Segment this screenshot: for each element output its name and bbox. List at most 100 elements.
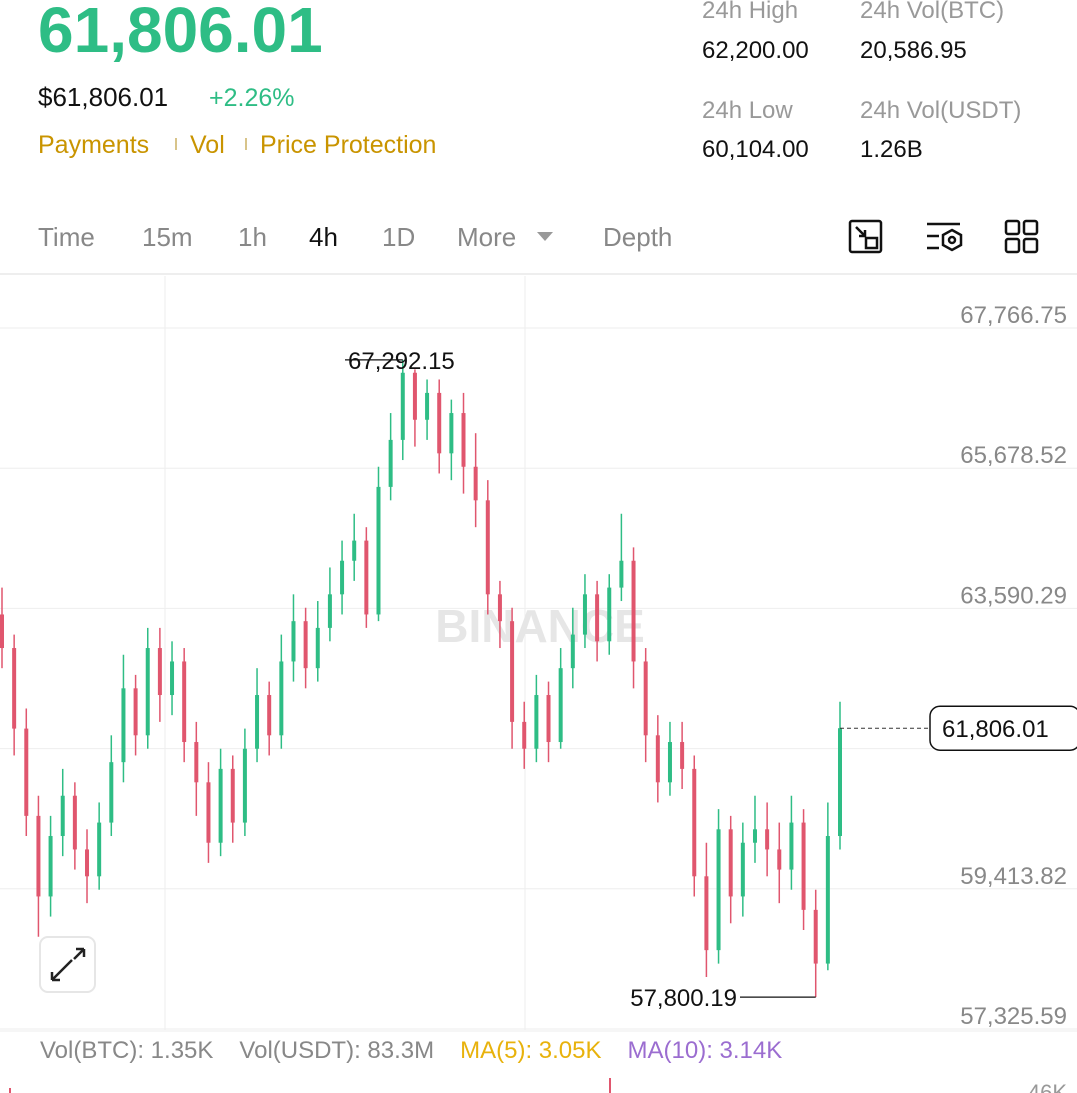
candle-body bbox=[291, 621, 296, 662]
stat-value: 62,200.00 bbox=[702, 37, 809, 64]
stat-value: 20,586.95 bbox=[860, 37, 967, 64]
candle-body bbox=[740, 842, 745, 897]
candle-body bbox=[85, 849, 90, 877]
watermark: BINANCE bbox=[435, 600, 645, 652]
candle-body bbox=[24, 728, 29, 816]
stat-label: 24h High bbox=[702, 0, 798, 24]
candle-body bbox=[267, 695, 272, 736]
candle-body bbox=[157, 648, 162, 696]
candle-body bbox=[109, 762, 114, 823]
stat-value: 1.26B bbox=[860, 136, 923, 163]
volume-stat: Vol(USDT): 83.3M bbox=[239, 1037, 434, 1064]
candle-body bbox=[655, 735, 660, 783]
link[interactable]: Price Protection bbox=[260, 131, 436, 159]
y-tick-label: 59,413.82 bbox=[960, 863, 1067, 890]
candle-body bbox=[461, 413, 466, 467]
y-tick-label: 65,678.52 bbox=[960, 442, 1067, 469]
candle-body bbox=[206, 782, 211, 843]
candle-body bbox=[437, 392, 442, 454]
volume-stat: Vol(BTC): 1.35K bbox=[40, 1037, 213, 1064]
candle-body bbox=[752, 829, 757, 843]
candle-body bbox=[801, 822, 806, 910]
price-usd: $61,806.01 bbox=[38, 82, 168, 112]
last-price-label: 61,806.01 bbox=[942, 716, 1049, 743]
max-label: 67,292.15 bbox=[348, 348, 455, 375]
candle-body bbox=[194, 742, 199, 783]
candle-body bbox=[340, 560, 345, 595]
tabs: Time 15m 1h 4h 1D More Depth bbox=[38, 222, 672, 252]
volume-info: Vol(BTC): 1.35K Vol(USDT): 83.3M MA(5): 3.… bbox=[40, 1037, 782, 1064]
candle-body bbox=[825, 836, 830, 964]
toolbar-icons bbox=[848, 219, 1039, 254]
candle-body bbox=[72, 795, 77, 850]
candle-body bbox=[425, 392, 430, 420]
candle-body bbox=[619, 560, 624, 588]
candle-body bbox=[182, 661, 187, 743]
tab[interactable]: 1h bbox=[238, 222, 267, 252]
candle-body bbox=[595, 594, 600, 642]
tab[interactable]: 1D bbox=[382, 222, 415, 252]
stat-value: 60,104.00 bbox=[702, 136, 809, 163]
candle-body bbox=[133, 688, 138, 736]
candle-body bbox=[145, 648, 150, 736]
tab[interactable]: More bbox=[457, 222, 516, 252]
candle-body bbox=[510, 621, 515, 722]
candle-body bbox=[716, 829, 721, 951]
candle-body bbox=[473, 466, 478, 501]
icon-button[interactable] bbox=[927, 222, 963, 252]
candle-body bbox=[570, 634, 575, 669]
candle-body bbox=[667, 742, 672, 783]
candle-body bbox=[643, 661, 648, 736]
link[interactable]: Payments bbox=[38, 131, 149, 159]
candle-body bbox=[765, 829, 770, 850]
y-tick-label: 57,325.59 bbox=[960, 1003, 1067, 1030]
candle-body bbox=[36, 815, 41, 897]
stat-label: 24h Vol(USDT) bbox=[860, 97, 1021, 124]
dropdown-arrow[interactable] bbox=[537, 232, 553, 241]
candle-body bbox=[364, 540, 369, 615]
candle-body bbox=[497, 594, 502, 622]
candle-body bbox=[692, 768, 697, 877]
tab[interactable]: Depth bbox=[603, 222, 672, 252]
candle-body bbox=[607, 587, 612, 642]
last-price-box[interactable] bbox=[929, 705, 1077, 751]
link[interactable]: Vol bbox=[190, 131, 225, 159]
tab[interactable]: 4h bbox=[309, 222, 338, 252]
candle-body bbox=[582, 594, 587, 635]
tab[interactable]: Time bbox=[38, 222, 95, 252]
candle-body bbox=[327, 594, 332, 628]
candle-body bbox=[170, 661, 175, 696]
candles: 67,292.15 57,800.19 61,806.01 bbox=[0, 348, 1077, 1012]
candle-body bbox=[230, 768, 235, 823]
candle-body bbox=[680, 742, 685, 769]
candle-body bbox=[279, 661, 284, 736]
candle-body bbox=[789, 822, 794, 870]
candle-body bbox=[546, 695, 551, 743]
candle-body bbox=[97, 822, 102, 877]
candle-body bbox=[376, 486, 381, 615]
y-tick-label: 67,766.75 bbox=[960, 302, 1067, 329]
candle-body bbox=[558, 668, 563, 743]
candle-body bbox=[813, 909, 818, 964]
price-change: +2.26% bbox=[209, 84, 295, 112]
candle-body bbox=[485, 500, 490, 595]
icon-button[interactable] bbox=[848, 219, 883, 254]
price: 61,806.01 bbox=[38, 0, 323, 66]
expand-button[interactable] bbox=[39, 936, 96, 993]
candle-body bbox=[303, 621, 308, 669]
min-label: 57,800.19 bbox=[630, 985, 737, 1012]
stat-label: 24h Vol(BTC) bbox=[860, 0, 1004, 24]
candle-body bbox=[12, 648, 17, 729]
candle-body bbox=[534, 695, 539, 749]
candle-body bbox=[400, 372, 405, 440]
candle-body bbox=[315, 627, 320, 669]
candle-body bbox=[704, 876, 709, 951]
stat-label: 24h Low bbox=[702, 97, 793, 124]
candle-body bbox=[449, 413, 454, 454]
icon-button[interactable] bbox=[1004, 219, 1039, 254]
tab[interactable]: 15m bbox=[142, 222, 193, 252]
candle-body bbox=[388, 439, 393, 487]
candle-body bbox=[522, 721, 527, 749]
